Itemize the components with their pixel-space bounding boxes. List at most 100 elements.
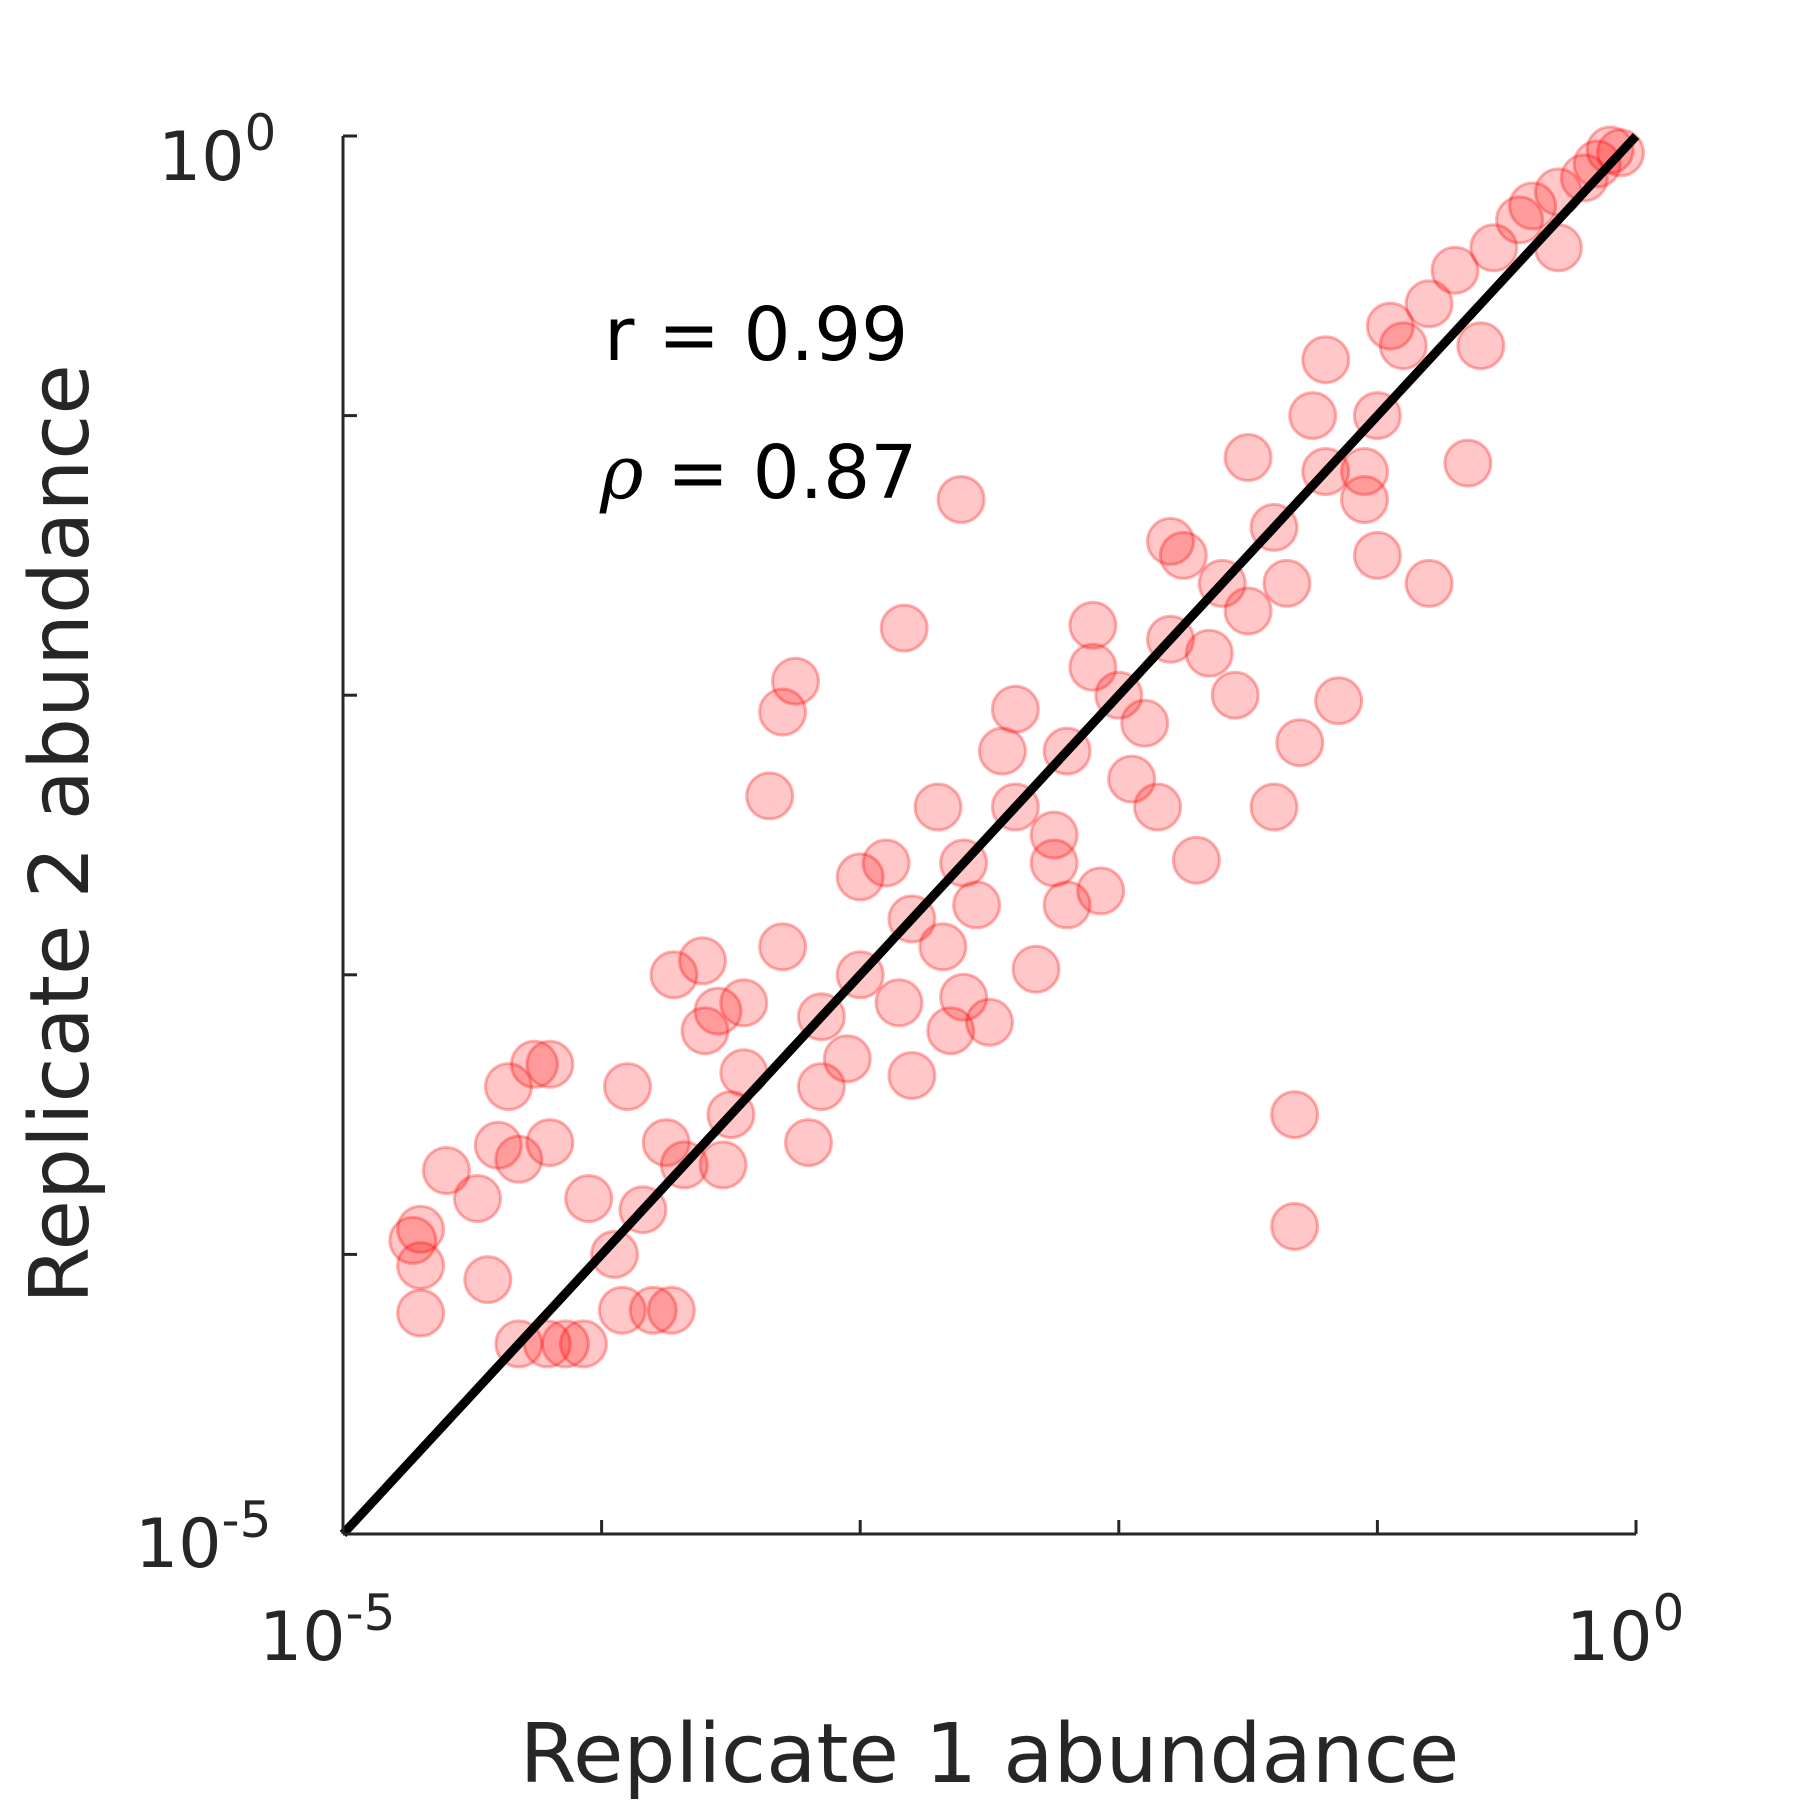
data-point — [1223, 433, 1273, 482]
data-point — [861, 838, 911, 888]
data-point — [396, 1288, 446, 1338]
data-point — [396, 1241, 446, 1291]
data-point — [1314, 676, 1364, 726]
rho-symbol: ρ — [599, 430, 644, 516]
data-point — [784, 1118, 833, 1168]
data-point — [1365, 301, 1415, 351]
data-point — [835, 852, 885, 902]
x-axis-label: Replicate 1 abundance — [520, 1707, 1460, 1800]
data-point — [641, 1118, 691, 1168]
data-point — [936, 475, 986, 524]
data-point — [1585, 125, 1635, 175]
data-point — [719, 978, 769, 1028]
identity-line — [339, 132, 1640, 1538]
data-point — [771, 656, 820, 706]
data-point — [918, 922, 968, 972]
data-point — [421, 1146, 471, 1195]
data-point — [678, 936, 727, 986]
data-point — [1352, 530, 1402, 580]
data-point — [1223, 586, 1273, 636]
data-point — [693, 986, 743, 1036]
data-point — [1171, 835, 1221, 885]
data-point — [1288, 391, 1338, 441]
data-point — [926, 1006, 976, 1056]
data-point — [1262, 558, 1312, 608]
tick-exponent: -5 — [346, 1584, 396, 1642]
data-point — [1559, 153, 1609, 203]
data-point — [1404, 558, 1454, 608]
data-point — [646, 1285, 696, 1335]
data-point — [494, 1134, 544, 1184]
data-point — [1210, 670, 1260, 720]
data-point — [564, 1174, 614, 1223]
data-point — [649, 950, 699, 1000]
data-point — [1495, 195, 1545, 245]
data-point — [1068, 600, 1118, 650]
data-point — [822, 1034, 872, 1084]
data-point — [1572, 139, 1622, 189]
data-point — [887, 1051, 937, 1100]
data-point — [1042, 880, 1092, 930]
data-point — [745, 771, 795, 821]
data-point — [1275, 718, 1325, 768]
data-point — [698, 1140, 748, 1190]
data-point — [1158, 530, 1208, 580]
data-points — [388, 125, 1645, 1369]
y-tick-label-max: 100 — [158, 104, 276, 197]
data-point — [1029, 810, 1079, 860]
data-point — [509, 1039, 559, 1089]
data-point — [990, 684, 1040, 734]
data-point — [1029, 838, 1079, 888]
data-point — [525, 1118, 575, 1168]
data-point — [540, 1319, 590, 1369]
spearman-annotation: ρ = 0.87 — [599, 430, 917, 516]
data-point — [952, 880, 1002, 930]
data-point — [1011, 944, 1061, 994]
data-point — [396, 1204, 446, 1254]
data-point — [473, 1120, 523, 1170]
data-point — [879, 603, 929, 653]
tick-base: 10 — [158, 118, 245, 197]
data-point — [597, 1285, 647, 1335]
tick-exponent: -5 — [222, 1491, 272, 1549]
data-point — [1184, 628, 1234, 678]
data-point — [484, 1062, 533, 1112]
data-point — [1120, 698, 1170, 748]
y-axis-label: Replicate 2 abundance — [13, 364, 108, 1304]
data-point — [913, 782, 963, 832]
data-point — [977, 726, 1027, 776]
data-point — [874, 978, 924, 1028]
data-point — [463, 1255, 513, 1305]
x-tick-label-min: 10-5 — [259, 1584, 395, 1677]
axes — [341, 136, 1636, 1536]
data-point — [1146, 516, 1195, 566]
data-point — [796, 1062, 846, 1112]
y-tick-label-min: 10-5 — [135, 1491, 271, 1584]
data-point — [758, 922, 808, 972]
tick-exponent: 0 — [245, 104, 277, 162]
data-point — [1443, 438, 1493, 488]
data-point — [1133, 782, 1183, 832]
data-point — [525, 1039, 575, 1089]
data-point — [628, 1285, 678, 1335]
data-point — [1430, 245, 1480, 295]
data-point — [1469, 223, 1519, 273]
tick-base: 10 — [259, 1598, 346, 1677]
data-point — [1378, 321, 1428, 371]
data-point — [1404, 279, 1454, 329]
data-point — [590, 1229, 639, 1279]
data-point — [680, 1006, 730, 1056]
data-point — [1107, 754, 1157, 804]
data-point — [453, 1174, 502, 1223]
data-point — [758, 687, 808, 737]
data-point — [1301, 335, 1351, 385]
data-point — [1270, 1201, 1320, 1251]
pearson-annotation: r = 0.99 — [604, 292, 908, 378]
data-point — [1456, 321, 1506, 371]
axis-ticks — [341, 134, 1638, 1536]
data-point — [939, 972, 989, 1022]
data-point — [603, 1062, 652, 1112]
data-point — [1340, 447, 1389, 496]
